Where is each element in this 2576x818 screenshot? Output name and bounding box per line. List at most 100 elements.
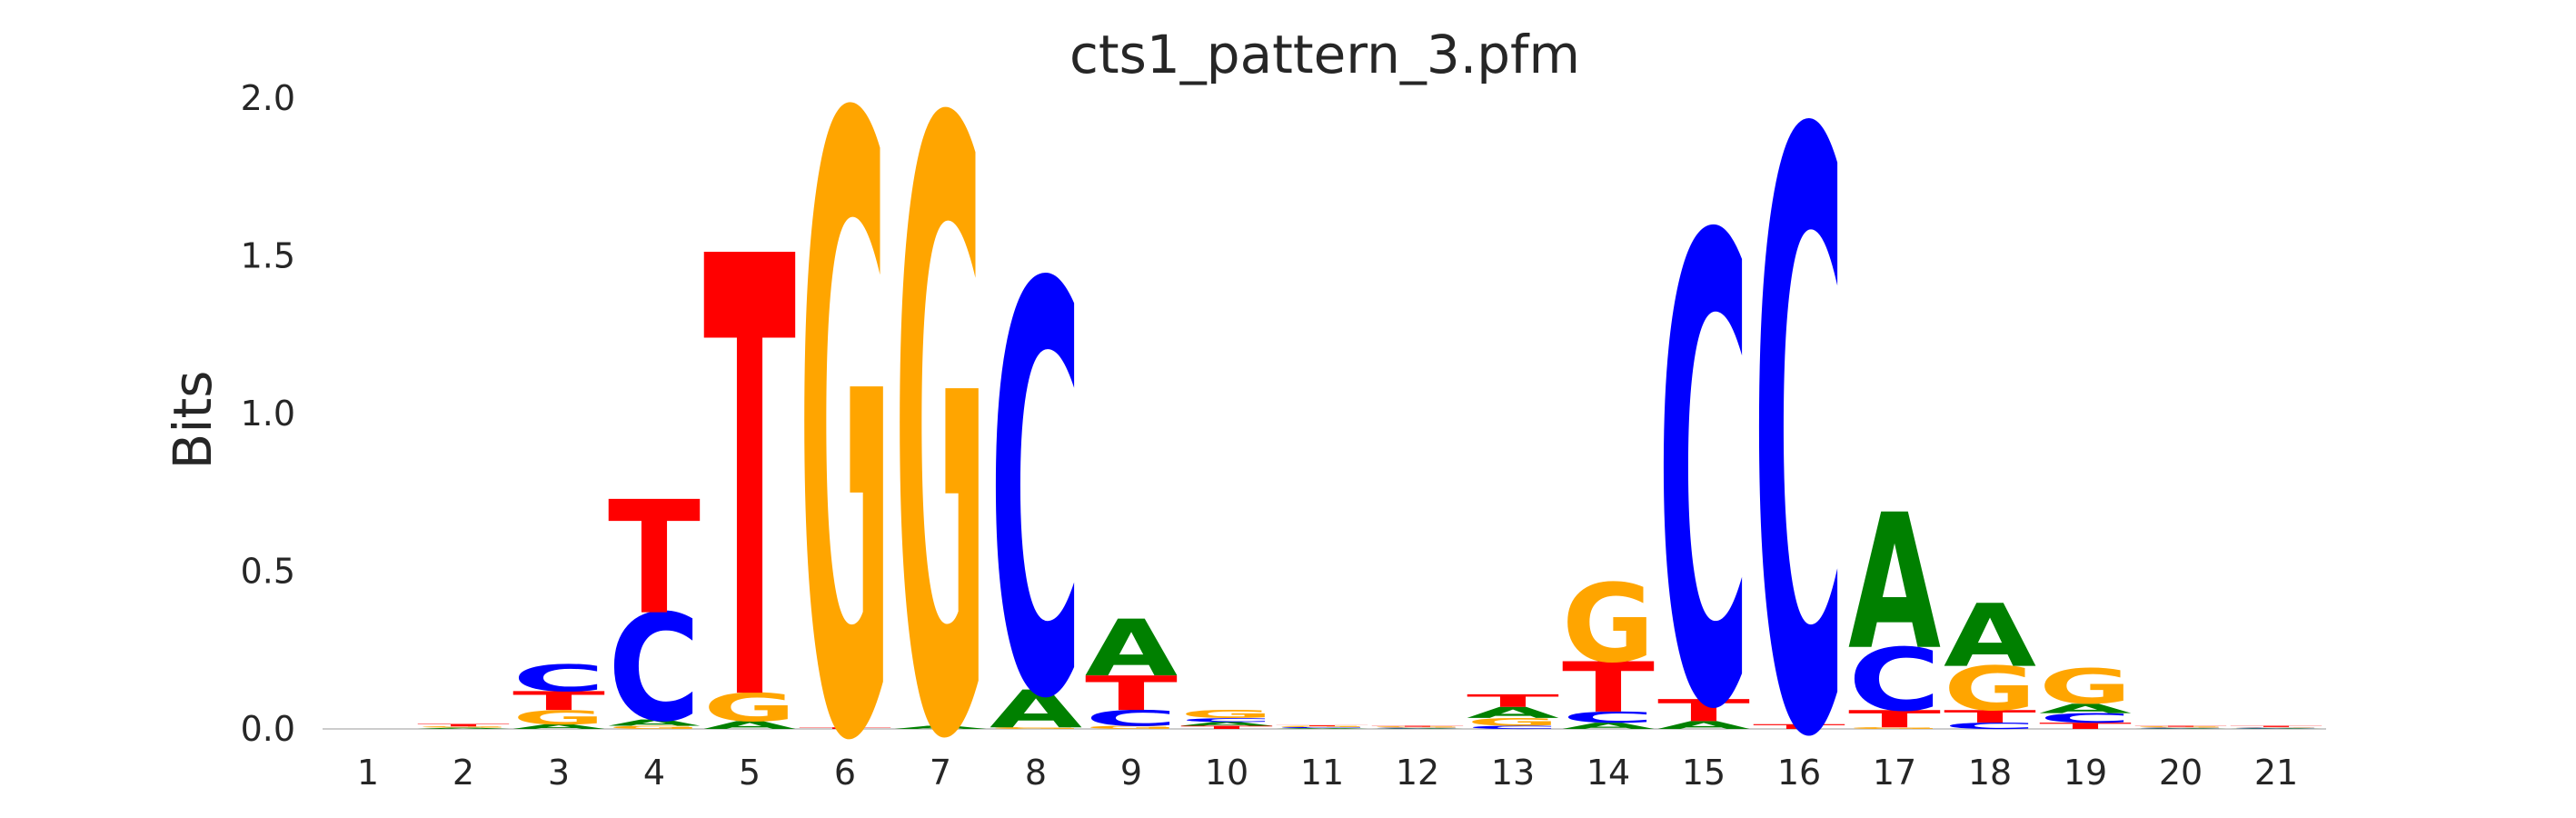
logo-letter-t: T — [1371, 725, 1464, 727]
x-tick-label: 10 — [1205, 753, 1248, 793]
x-tick-label: 3 — [548, 753, 570, 793]
x-tick-label: 16 — [1777, 753, 1821, 793]
x-tick-label: 6 — [834, 753, 856, 793]
logo-letter-t: T — [799, 727, 891, 730]
logo-letter-c: C — [1467, 725, 1559, 731]
logo-letter-c: C — [2134, 727, 2227, 728]
x-tick-label: 18 — [1968, 753, 2012, 793]
logo-letter-g: G — [990, 727, 1082, 730]
logo-letter-t: T — [1562, 647, 1655, 727]
logo-letter-g: G — [2134, 726, 2227, 728]
logo-letter-t: T — [1180, 725, 1273, 731]
logo-letter-t: T — [2134, 725, 2227, 727]
logo-letter-g: G — [1562, 561, 1655, 687]
x-tick-label: 20 — [2159, 753, 2203, 793]
logo-letter-c: C — [1085, 705, 1178, 731]
logo-letter-g: G — [1371, 726, 1464, 728]
logo-letter-g: G — [512, 706, 605, 729]
logo-letter-c: C — [990, 168, 1082, 818]
logo-letter-g: G — [1085, 725, 1178, 731]
logo-letter-t: T — [512, 686, 605, 716]
logo-letter-t: T — [1753, 723, 1845, 730]
logo-letter-a: A — [1180, 721, 1273, 727]
logo-letter-t: T — [608, 468, 701, 649]
x-tick-label: 7 — [930, 753, 951, 793]
logo-letter-a: A — [1657, 719, 1750, 732]
logo-letter-c: C — [1562, 709, 1655, 726]
logo-letter-g: G — [608, 725, 701, 731]
x-tick-label: 13 — [1491, 753, 1535, 793]
logo-letter-a: A — [1467, 704, 1559, 722]
logo-letter-t: T — [1467, 691, 1559, 711]
logo-letter-g: G — [1276, 726, 1368, 728]
logo-letter-a: A — [417, 727, 510, 729]
logo-letter-a: A — [990, 679, 1083, 739]
x-tick-label: 15 — [1682, 753, 1726, 793]
logo-letter-c: C — [1276, 727, 1368, 729]
x-tick-label: 1 — [357, 753, 379, 793]
logo-letter-a: A — [894, 725, 987, 731]
logo-letter-a: A — [1562, 721, 1655, 731]
logo-letter-c: C — [1848, 630, 1941, 731]
x-tick-label: 9 — [1120, 753, 1142, 793]
logo-letter-g: G — [2039, 661, 2132, 715]
logo-letter-g: G — [1848, 727, 1941, 730]
logo-letter-t: T — [1276, 725, 1368, 727]
logo-letter-t: T — [1085, 666, 1178, 722]
logo-letter-t: T — [703, 131, 797, 818]
y-axis-ticks: 0.0 0.5 1.0 1.5 2.0 — [241, 78, 295, 749]
logo-letter-c: C — [2230, 727, 2322, 728]
logo-letter-g: G — [894, 0, 987, 818]
logo-letter-t: T — [2039, 721, 2132, 731]
logo-letter-c: C — [1944, 721, 2036, 731]
logo-letter-c: C — [1753, 0, 1845, 818]
logo-letter-g: G — [1467, 715, 1559, 728]
logo-letter-a: A — [2039, 702, 2133, 717]
y-tick-label: 2.0 — [241, 78, 295, 118]
x-tick-label: 17 — [1873, 753, 1916, 793]
logo-letter-a: A — [1276, 728, 1368, 730]
logo-letter-c: C — [1371, 727, 1464, 728]
logo-letter-a: A — [1848, 474, 1941, 692]
logo-letter-a: A — [2230, 728, 2322, 729]
logo-letter-a: A — [1371, 728, 1464, 729]
x-tick-label: 8 — [1025, 753, 1047, 793]
chart-title: cts1_pattern_3.pfm — [1069, 24, 1580, 85]
x-tick-label: 11 — [1300, 753, 1344, 793]
logo-letter-t: T — [1657, 693, 1750, 728]
logo-letter-g: G — [1180, 708, 1273, 721]
x-tick-label: 12 — [1396, 753, 1439, 793]
x-tick-label: 19 — [2064, 753, 2107, 793]
logo-letter-a: A — [608, 718, 701, 728]
logo-letter-a: A — [2134, 728, 2227, 729]
logo-letter-g: G — [417, 726, 510, 728]
logo-letter-c: C — [1657, 105, 1750, 818]
logo-letter-c: C — [2039, 711, 2132, 726]
x-tick-label: 5 — [739, 753, 761, 793]
y-tick-label: 1.0 — [241, 394, 295, 434]
logo-letter-t: T — [417, 723, 510, 727]
y-axis-label: Bits — [162, 371, 224, 470]
y-tick-label: 0.5 — [241, 552, 295, 592]
logo-letter-c: C — [512, 657, 605, 700]
logo-letter-a: A — [1085, 604, 1178, 693]
logo-letter-a: A — [1944, 586, 2036, 687]
logo-letter-t: T — [2230, 725, 2322, 727]
x-tick-label: 14 — [1586, 753, 1630, 793]
y-tick-label: 0.0 — [241, 709, 295, 749]
logo-letter-a: A — [703, 719, 796, 732]
x-tick-label: 2 — [453, 753, 474, 793]
y-tick-label: 1.5 — [241, 236, 295, 276]
logo-letter-g: G — [799, 0, 891, 818]
x-axis-ticks: 1 2 3 4 5 6 7 8 9 10 11 12 13 14 15 16 17 18 19 20 21 — [357, 753, 2298, 793]
logo-letter-g: G — [1944, 653, 2036, 724]
logo-letter-c: C — [1180, 717, 1273, 723]
x-tick-label: 21 — [2254, 753, 2298, 793]
logo-letter-t: T — [1848, 705, 1941, 733]
logo-letter-c: C — [608, 583, 701, 754]
logo-letter-g: G — [703, 685, 796, 731]
logo-letter-a: A — [512, 723, 605, 730]
logo-letter-g: G — [2230, 727, 2322, 728]
